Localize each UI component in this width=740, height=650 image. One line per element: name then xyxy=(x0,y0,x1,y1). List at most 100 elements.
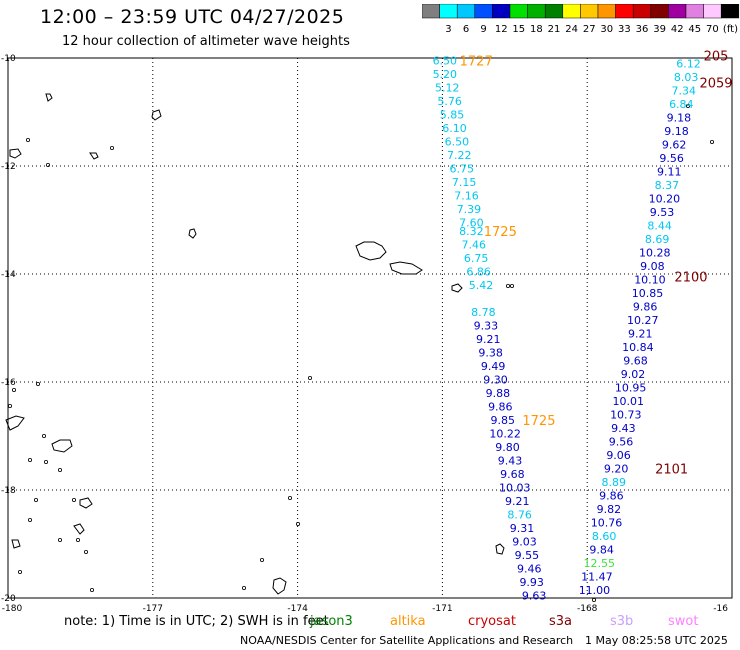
wave-height-label: 9.53 xyxy=(650,206,675,219)
wave-height-label: 9.02 xyxy=(621,368,646,381)
lat-tick-label: -18 xyxy=(1,486,16,496)
pass-time-label: 2059 xyxy=(699,76,732,91)
islet-outline xyxy=(505,283,510,288)
wave-height-label: 5.12 xyxy=(435,82,460,95)
wave-height-label: 7.15 xyxy=(452,176,477,189)
island-outline xyxy=(451,283,463,293)
wave-height-label: 8.76 xyxy=(507,508,532,521)
lat-tick-label: -10 xyxy=(1,54,16,64)
island-outline xyxy=(495,543,505,555)
wave-height-label: 7.16 xyxy=(454,190,479,203)
lat-tick-label: -20 xyxy=(1,594,16,604)
color-scale-legend: 3 6 9 12 15 18 21 24 27 30 33 36 39 42 45 70 (ft) xyxy=(422,4,740,34)
wave-height-label: 9.03 xyxy=(512,535,537,548)
wave-height-label: 10.28 xyxy=(639,246,671,259)
satellite-s3b: s3b xyxy=(610,614,634,629)
wave-height-label: 7.22 xyxy=(447,149,472,162)
wave-height-label: 9.20 xyxy=(604,462,629,475)
satellite-cryosat: cryosat xyxy=(468,614,516,629)
wave-height-label: 9.84 xyxy=(589,543,614,556)
islet-outline xyxy=(36,381,41,386)
wave-height-label: 8.78 xyxy=(471,306,496,319)
islet-outline xyxy=(686,104,691,109)
wave-height-label: 9.55 xyxy=(515,549,540,562)
lon-tick-label: -168 xyxy=(577,604,598,614)
wave-height-label: 7.39 xyxy=(457,203,482,216)
islet-outline xyxy=(17,570,22,575)
wave-height-label: 9.56 xyxy=(609,435,634,448)
wave-height-label: 5.76 xyxy=(437,95,462,108)
wave-height-label: 6.50 xyxy=(445,136,470,149)
scale-swatch xyxy=(720,4,740,19)
lon-tick-label: -16 xyxy=(713,604,728,614)
wave-height-label: 9.43 xyxy=(498,454,523,467)
wave-height-label: 10.27 xyxy=(627,314,659,327)
wave-height-label: 9.38 xyxy=(478,346,503,359)
wave-height-label: 9.11 xyxy=(657,165,682,178)
wave-height-label: 9.68 xyxy=(623,354,648,367)
islet-outline xyxy=(76,538,81,543)
islet-outline xyxy=(592,598,597,603)
islet-outline xyxy=(44,459,49,464)
scale-label: 6 xyxy=(463,24,469,34)
wave-height-label: 10.01 xyxy=(612,395,644,408)
lat-tick-label: -16 xyxy=(1,378,16,388)
islet-outline xyxy=(90,588,95,593)
timestamp-text: 1 May 08:25:58 UTC 2025 xyxy=(585,634,728,647)
scale-label: 24 xyxy=(565,24,578,34)
islet-outline xyxy=(58,538,63,543)
islet-outline xyxy=(84,550,89,555)
islet-outline xyxy=(307,375,312,380)
wave-height-label: 8.32 xyxy=(459,225,484,238)
island-outline xyxy=(5,415,25,431)
island-outline xyxy=(89,152,99,160)
islet-outline xyxy=(259,558,264,563)
wave-height-label: 9.82 xyxy=(597,503,622,516)
wave-height-label: 10.10 xyxy=(634,273,666,286)
island-outline xyxy=(389,261,423,275)
island-outline xyxy=(11,539,21,549)
footer-note: note: 1) Time is in UTC; 2) SWH is in fe… xyxy=(64,614,329,629)
credit-text: NOAA/NESDIS Center for Satellite Applica… xyxy=(240,634,574,647)
lat-tick-label: -14 xyxy=(1,270,16,280)
wave-height-label: 9.86 xyxy=(488,400,513,413)
wave-height-label: 9.33 xyxy=(474,319,499,332)
wave-height-label: 9.93 xyxy=(519,576,544,589)
wave-height-label: 8.37 xyxy=(655,179,680,192)
wave-height-label: 10.03 xyxy=(499,481,531,494)
islet-outline xyxy=(42,433,47,438)
scale-label: 18 xyxy=(530,24,543,34)
wave-height-label: 7.34 xyxy=(671,84,696,97)
wave-height-label: 6.10 xyxy=(442,122,467,135)
scale-label: 27 xyxy=(583,24,596,34)
islet-outline xyxy=(25,137,30,142)
wave-height-label: 9.86 xyxy=(633,300,658,313)
islet-outline xyxy=(27,518,32,523)
island-outline xyxy=(355,241,387,261)
scale-label: 21 xyxy=(548,24,561,34)
island-outline xyxy=(73,523,85,535)
scale-label: 3 xyxy=(445,24,451,34)
wave-height-label: 7.46 xyxy=(462,238,487,251)
wave-height-label: 9.62 xyxy=(662,138,687,151)
wave-height-label: 9.21 xyxy=(628,327,653,340)
islet-outline xyxy=(295,522,300,527)
islet-outline xyxy=(11,387,16,392)
wave-height-label: 6.84 xyxy=(669,98,694,111)
satellite-jason3: jason3 xyxy=(310,614,353,629)
islet-outline xyxy=(58,467,63,472)
wave-height-label: 9.56 xyxy=(659,152,684,165)
wave-height-label: 6.75 xyxy=(449,163,474,176)
lat-tick-label: -12 xyxy=(1,162,16,172)
wave-height-label: 6.75 xyxy=(464,252,489,265)
wave-height-label: 9.18 xyxy=(667,111,692,124)
wave-height-label: 5.20 xyxy=(433,68,458,81)
wave-height-label: 5.85 xyxy=(440,109,465,122)
footer: note: 1) Time is in UTC; 2) SWH is in fe… xyxy=(0,612,740,650)
wave-height-label: 9.88 xyxy=(486,387,511,400)
island-outline xyxy=(79,497,93,509)
wave-height-label: 6.50 xyxy=(433,55,458,68)
wave-height-label: 9.49 xyxy=(481,360,506,373)
wave-height-label: 8.69 xyxy=(645,233,670,246)
